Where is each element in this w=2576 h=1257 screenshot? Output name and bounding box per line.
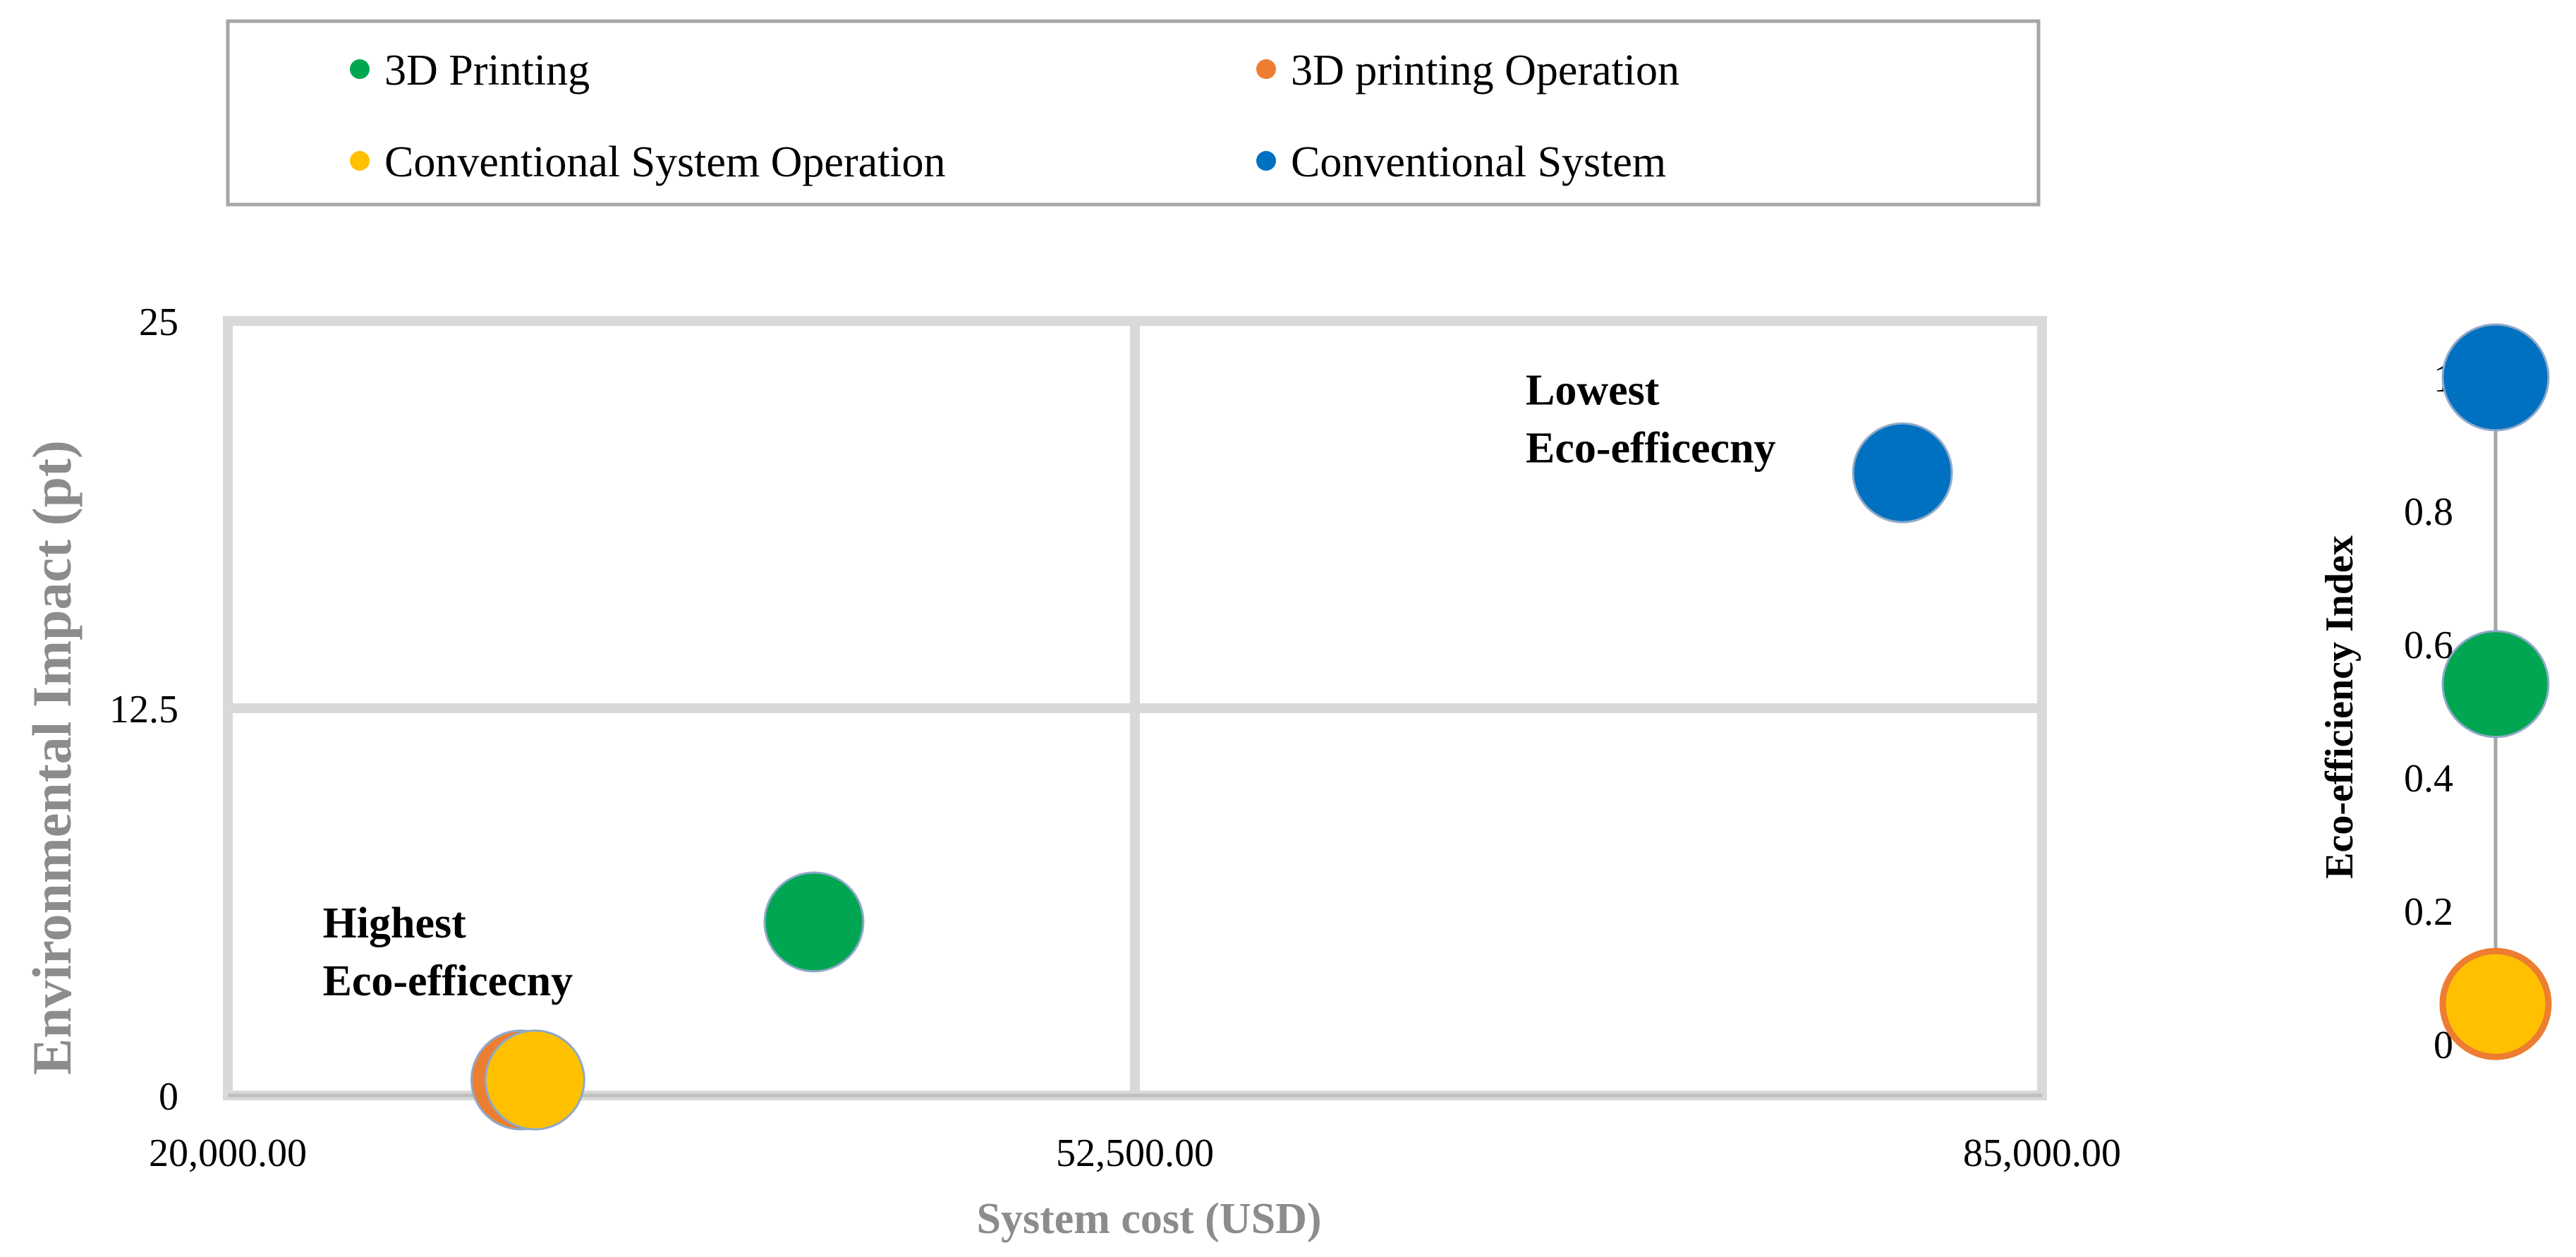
legend-label: 3D Printing [384, 47, 590, 95]
y-tick-label: 25 [139, 300, 178, 344]
legend-marker [1256, 151, 1276, 171]
annotation-label: Eco-efficecny [1526, 425, 1776, 473]
x-axis-title: System cost (USD) [976, 1195, 1321, 1243]
x-tick-label: 52,500.00 [1056, 1131, 1214, 1175]
legend-label: Conventional System Operation [384, 138, 946, 186]
index-tick-label: 0.8 [2404, 490, 2453, 534]
legend-marker [1256, 59, 1276, 79]
index-tick-label: 0.4 [2404, 757, 2453, 801]
index-point [2441, 323, 2550, 432]
legend-label: 3D printing Operation [1291, 47, 1679, 95]
legend-marker [350, 151, 370, 171]
bubble-point [1852, 422, 1953, 523]
bubble-point [484, 1029, 585, 1131]
annotation-label: Eco-efficecny [323, 957, 573, 1005]
legend: 3D Printing 3D printing Operation Conventi… [226, 19, 2041, 207]
index-point [2439, 947, 2552, 1060]
annotation-label: Lowest [1526, 367, 1660, 415]
index-axis-title: Eco-efficiency Index [2318, 535, 2362, 879]
index-point [2441, 630, 2550, 739]
y-tick-label: 12.5 [109, 688, 178, 731]
x-tick-label: 20,000.00 [149, 1131, 307, 1175]
y-tick-label: 0 [159, 1075, 178, 1119]
x-tick-label: 85,000.00 [1963, 1131, 2121, 1175]
y-axis-title: Environmental Impact (pt) [21, 440, 83, 1075]
eco-efficiency-index-scale: 00.20.40.60.81 Eco-efficiency Index [2318, 323, 2552, 1067]
index-tick-label: 0.6 [2404, 624, 2453, 667]
annotation-label: Highest [323, 899, 467, 947]
bubble-chart: 20,000.00 52,500.00 85,000.00 0 12.5 25 Lowes… [21, 300, 2121, 1243]
legend-marker [350, 59, 370, 79]
index-tick-label: 0.2 [2404, 890, 2453, 934]
legend-label: Conventional System [1291, 138, 1666, 186]
legend-frame [226, 19, 2041, 207]
bubble-point [763, 871, 865, 973]
